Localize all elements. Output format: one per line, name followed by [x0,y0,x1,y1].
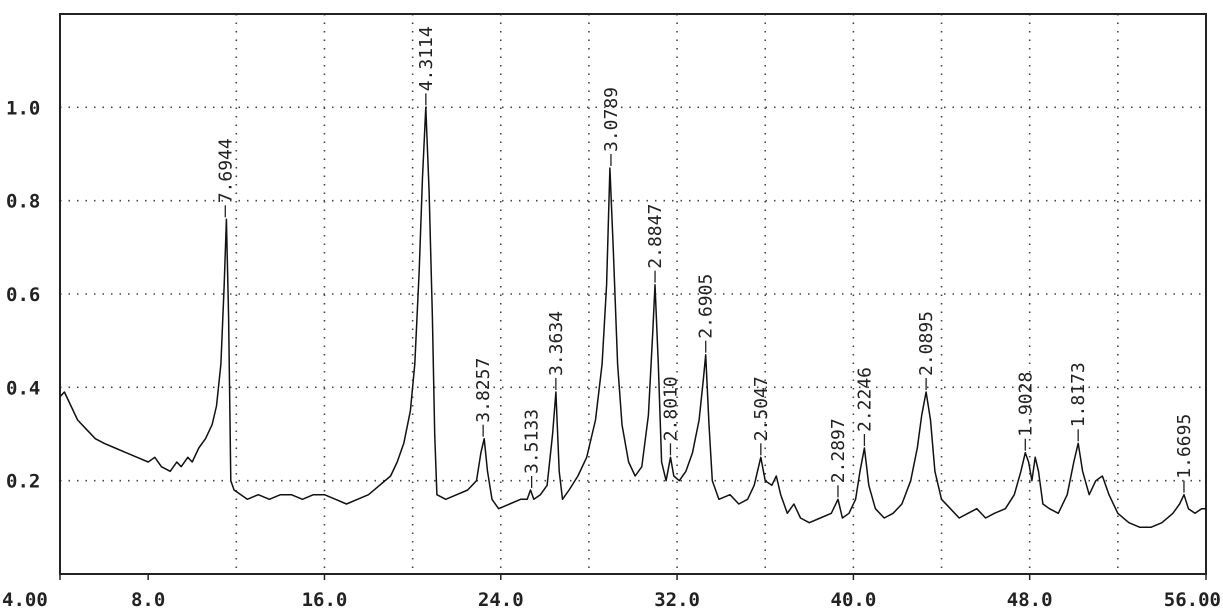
peak-annotation: 1.8173 [1068,362,1089,442]
x-tick-label: 8.0 [131,589,165,611]
peak-label: 7.6944 [215,138,236,203]
peak-annotation: 2.8010 [661,376,682,456]
peak-annotation: 4.3114 [416,26,437,106]
peak-label: 2.5047 [751,376,772,441]
peak-label: 2.6905 [696,274,717,339]
peak-annotation: 2.5047 [751,376,772,456]
x-tick-label: 4.00 [2,589,48,611]
peak-annotation: 2.2246 [854,367,875,446]
y-tick-label: 0.4 [6,377,40,399]
peak-label: 1.6695 [1174,414,1195,479]
x-tick-label: 40.0 [831,589,877,611]
x-tick-label: 56.00 [1164,589,1221,611]
x-axis: 4.00 8.0 16.0 24.0 32.0 40.0 48.0 56.00 [2,574,1221,611]
plot-frame [59,13,1207,575]
grid-layer [60,14,1206,574]
y-tick-label: 0.6 [6,284,40,306]
x-tick-label: 16.0 [302,589,348,611]
peak-annotation: 3.3634 [546,311,567,390]
peak-label: 2.8847 [645,204,666,269]
peak-label: 2.0895 [916,311,937,376]
peak-annotation: 2.2897 [828,418,849,498]
peak-annotation: 1.9028 [1015,372,1036,451]
peak-annotation: 1.6695 [1174,414,1195,493]
peak-annotation: 3.5133 [522,409,543,488]
peak-label: 1.8173 [1068,362,1089,427]
y-tick-label: 0.2 [6,471,40,493]
peak-annotation: 2.6905 [696,274,717,353]
peak-label: 3.3634 [546,311,567,376]
peak-label: 3.5133 [522,409,543,474]
peak-labels: 7.6944 4.3114 3.8257 3.5133 3.3634 3.0789 2.88… [215,26,1195,498]
peak-annotation: 7.6944 [215,138,236,218]
peak-label: 2.8010 [661,376,682,441]
peak-label: 3.8257 [473,358,494,423]
x-tick-label: 32.0 [654,589,700,611]
peak-label: 1.9028 [1015,372,1036,437]
peak-annotation: 3.0789 [601,87,622,166]
peak-label: 2.2246 [854,367,875,432]
y-tick-label: 0.8 [6,191,40,213]
y-tick-label: 1.0 [6,97,40,119]
peak-annotation: 2.0895 [916,311,937,390]
peak-annotation: 3.8257 [473,358,494,437]
x-tick-label: 48.0 [1007,589,1053,611]
y-axis: 0.2 0.4 0.6 0.8 1.0 [6,97,40,492]
peak-annotation: 2.8847 [645,204,666,283]
peak-label: 4.3114 [416,26,437,91]
x-tick-label: 24.0 [478,589,524,611]
diffraction-trace [59,106,1206,529]
peak-label: 3.0789 [601,87,622,152]
peak-label: 2.2897 [828,418,849,483]
